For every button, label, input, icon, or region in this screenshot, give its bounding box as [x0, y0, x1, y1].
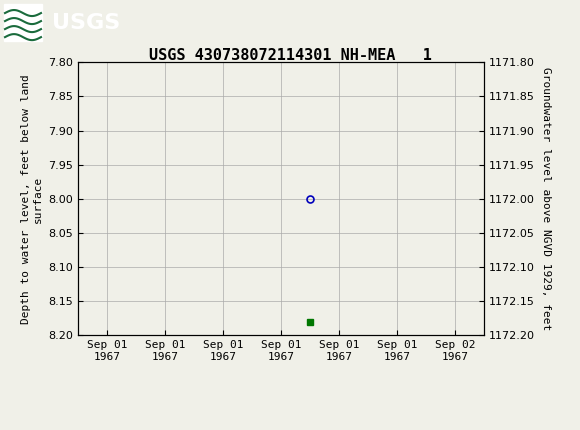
Text: USGS: USGS — [52, 13, 120, 33]
Y-axis label: Depth to water level, feet below land
surface: Depth to water level, feet below land su… — [21, 74, 43, 324]
Text: USGS 430738072114301 NH-MEA   1: USGS 430738072114301 NH-MEA 1 — [148, 48, 432, 62]
Bar — [4, 4, 42, 41]
Y-axis label: Groundwater level above NGVD 1929, feet: Groundwater level above NGVD 1929, feet — [541, 67, 551, 331]
